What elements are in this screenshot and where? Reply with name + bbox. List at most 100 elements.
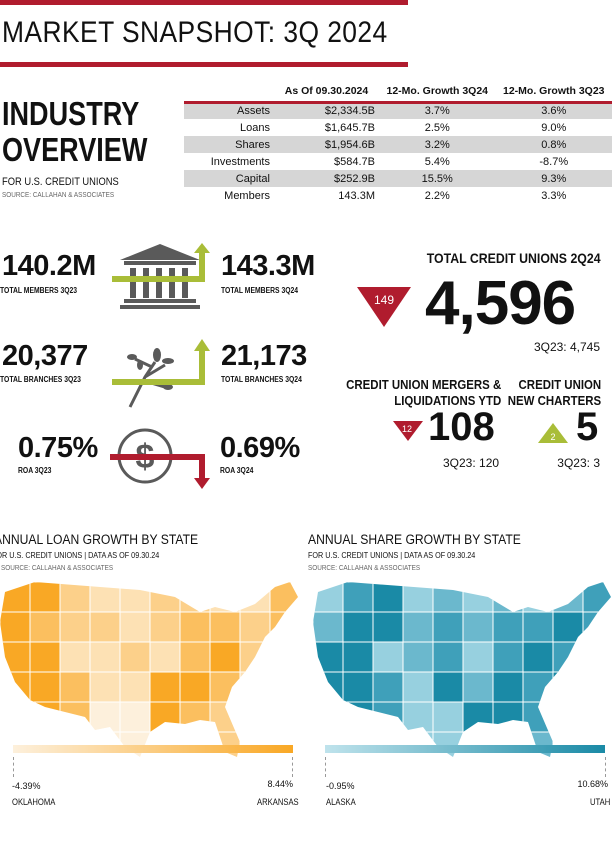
state-region <box>402 582 434 613</box>
state-region <box>432 671 464 703</box>
charters-title-line2: NEW CHARTERS <box>507 393 601 408</box>
state-region <box>492 641 524 673</box>
branches-curr: 21,173 <box>221 340 307 372</box>
share-legend-max: 10.68% <box>577 779 608 789</box>
mergers-prev: 3Q23: 120 <box>443 456 500 470</box>
state-region <box>29 611 61 643</box>
members-curr-label: TOTAL MEMBERS 3Q24 <box>221 286 299 295</box>
state-region <box>432 641 464 673</box>
loan-map-source: SOURCE: CALLAHAN & ASSOCIATES <box>1 563 114 572</box>
state-region <box>522 611 554 643</box>
tree-branch-icon <box>112 339 210 408</box>
state-region <box>492 582 524 613</box>
state-region <box>313 641 344 673</box>
state-region <box>59 701 91 733</box>
state-region <box>432 611 464 643</box>
state-region <box>209 582 241 613</box>
state-region <box>179 701 211 733</box>
table-row: Shares $1,954.6B 3.2% 0.8% <box>184 136 612 153</box>
table-row: Capital $252.9B 15.5% 9.3% <box>184 170 612 187</box>
title-rule <box>0 62 408 67</box>
state-region <box>372 671 404 703</box>
state-region <box>552 641 584 673</box>
state-region <box>29 641 61 673</box>
table-cell: $2,334.5B <box>274 102 379 119</box>
table-cell: 2.2% <box>424 189 450 202</box>
state-region <box>402 641 434 673</box>
state-region <box>149 701 181 733</box>
state-region <box>432 582 464 613</box>
state-region <box>209 671 241 703</box>
state-region <box>89 611 121 643</box>
table-cell: $1,954.6B <box>274 136 379 153</box>
loan-legend-ticks <box>13 757 293 777</box>
state-region <box>209 701 241 733</box>
decrease-triangle-icon: 149 <box>357 287 411 327</box>
state-region <box>59 611 91 643</box>
share-legend-ticks <box>325 757 606 777</box>
col-header <box>184 82 274 104</box>
loan-map-subtitle: FOR U.S. CREDIT UNIONS | DATA AS OF 09.3… <box>0 550 160 560</box>
branches-prev-label: TOTAL BRANCHES 3Q23 <box>0 375 81 384</box>
total-cu-prev: 3Q23: 4,745 <box>533 340 600 354</box>
total-cu-title: TOTAL CREDIT UNIONS 2Q24 <box>427 250 601 266</box>
state-region <box>492 611 524 643</box>
table-cell: 5.4% <box>424 155 450 168</box>
state-region <box>0 611 31 643</box>
roa-curr-label: ROA 3Q24 <box>220 466 254 475</box>
state-region <box>372 701 404 733</box>
share-map-panel: ANNUAL SHARE GROWTH BY STATE FOR U.S. CR… <box>308 530 613 830</box>
table-cell: 2.5% <box>424 121 450 134</box>
state-region <box>269 641 298 673</box>
mergers-title: CREDIT UNION MERGERS & LIQUIDATIONS YTD <box>346 377 501 409</box>
table-cell: Shares <box>184 136 274 153</box>
share-map-source: SOURCE: CALLAHAN & ASSOCIATES <box>308 563 421 572</box>
share-growth-map <box>313 582 611 757</box>
state-region <box>179 611 211 643</box>
share-legend-max-state: UTAH <box>590 797 611 807</box>
state-region <box>552 671 584 703</box>
table-cell: 3.6% <box>495 102 612 119</box>
total-cu-value: 4,596 <box>425 269 576 338</box>
state-region <box>119 611 151 643</box>
state-region <box>149 611 181 643</box>
overview-title-line1: INDUSTRY <box>2 95 140 132</box>
overview-subtitle: FOR U.S. CREDIT UNIONS <box>2 176 119 188</box>
loan-legend-max: 8.44% <box>267 779 293 789</box>
state-region <box>462 671 494 703</box>
state-region <box>462 641 494 673</box>
table-cell: Investments <box>210 155 270 168</box>
loan-legend-max-state: ARKANSAS <box>257 797 299 807</box>
table-cell: Members <box>224 189 270 202</box>
charters-prev: 3Q23: 3 <box>557 456 600 470</box>
loan-legend-min: -4.39% <box>12 781 41 791</box>
state-region <box>29 701 61 733</box>
state-region <box>582 701 611 733</box>
charters-change: 2 <box>550 432 555 442</box>
table-cell: $1,645.7B <box>324 121 375 134</box>
table-cell: 15.5% <box>379 170 496 187</box>
state-region <box>402 701 434 733</box>
state-region <box>492 671 524 703</box>
table-cell: 9.3% <box>495 170 612 187</box>
table-cell: 143.3M <box>338 189 375 202</box>
state-region <box>402 671 434 703</box>
state-region <box>313 671 344 703</box>
roa-prev-label: ROA 3Q23 <box>18 466 52 475</box>
table-row: Members 143.3M 2.2% 3.3% <box>184 187 612 204</box>
state-region <box>342 641 374 673</box>
roa-prev: 0.75% <box>18 432 98 464</box>
state-region <box>0 582 31 613</box>
mergers-value: 108 <box>428 405 495 449</box>
state-region <box>269 611 298 643</box>
total-cu-change: 149 <box>374 293 394 307</box>
state-region <box>149 641 181 673</box>
bank-icon <box>120 244 200 309</box>
table-cell: Assets <box>184 102 274 119</box>
roa-curr: 0.69% <box>220 432 300 464</box>
overview-source: SOURCE: CALLAHAN & ASSOCIATES <box>2 190 115 199</box>
state-region <box>149 582 181 613</box>
state-region <box>239 701 271 733</box>
table-cell: 0.8% <box>495 136 612 153</box>
loan-map-title: ANNUAL LOAN GROWTH BY STATE <box>0 532 199 547</box>
